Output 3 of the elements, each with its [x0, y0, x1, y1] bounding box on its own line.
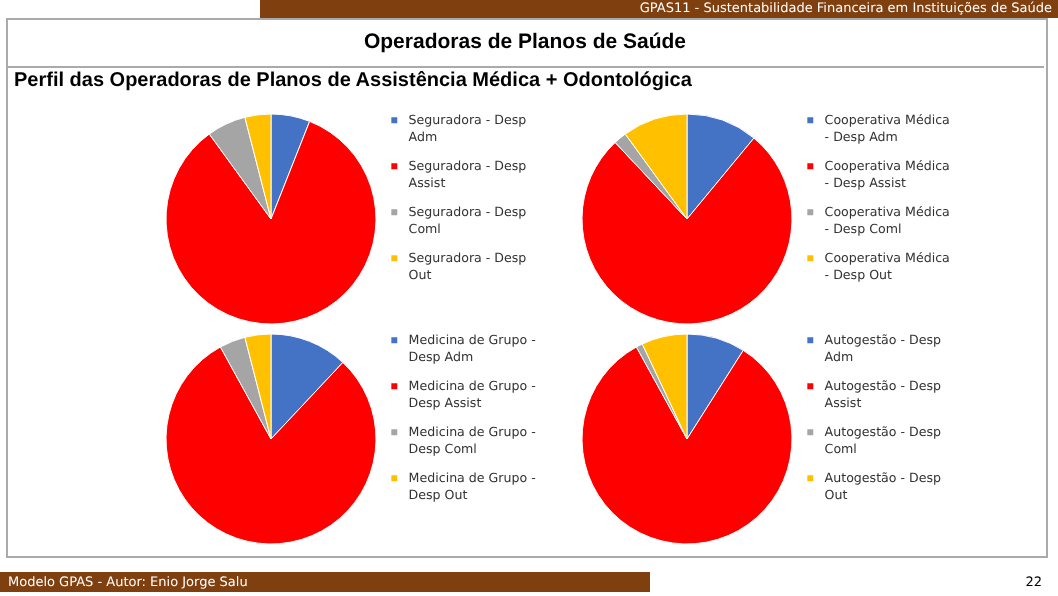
chart-subtitle: Perfil das Operadoras de Planos de Assistência Médica + Odontológica	[14, 70, 692, 92]
chart-title: Operadoras de Planos de Saúde	[6, 18, 1044, 68]
pie-slice	[165, 120, 377, 325]
